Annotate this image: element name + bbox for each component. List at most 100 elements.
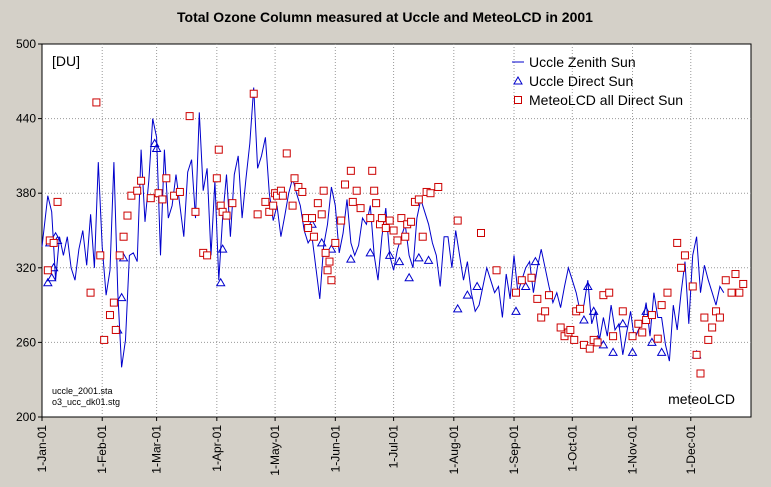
data-point-uccle-direct-sun [345, 254, 356, 263]
x-tick-label: 1-May-01 [268, 425, 282, 476]
data-point-uccle-direct-sun [151, 143, 162, 152]
data-point-meteolcd-direct-sun [331, 238, 340, 247]
data-point-meteolcd-direct-sun [337, 216, 346, 225]
data-point-uccle-direct-sun [42, 277, 53, 287]
data-point-meteolcd-direct-sun [146, 194, 155, 203]
data-point-meteolcd-direct-sun [642, 316, 651, 325]
data-point-meteolcd-direct-sun [115, 251, 124, 260]
data-point-meteolcd-direct-sun [278, 191, 287, 200]
series-meteolcd-direct-sun [43, 89, 748, 378]
data-point-meteolcd-direct-sun [288, 201, 297, 210]
data-point-meteolcd-direct-sun [492, 266, 501, 275]
data-point-meteolcd-direct-sun [570, 335, 579, 344]
data-point-meteolcd-direct-sun [657, 301, 666, 310]
data-point-meteolcd-direct-sun [92, 98, 101, 107]
data-point-meteolcd-direct-sun [212, 174, 221, 183]
data-point-meteolcd-direct-sun [527, 273, 536, 282]
data-point-meteolcd-direct-sun [704, 335, 713, 344]
data-point-meteolcd-direct-sun [605, 288, 614, 297]
data-point-meteolcd-direct-sun [185, 112, 194, 121]
data-point-meteolcd-direct-sun [137, 176, 146, 185]
data-point-meteolcd-direct-sun [576, 304, 585, 313]
data-point-meteolcd-direct-sun [282, 149, 291, 158]
legend-triangle-swatch [513, 75, 523, 85]
data-point-meteolcd-direct-sun [696, 369, 705, 378]
data-point-uccle-direct-sun [46, 272, 57, 282]
data-point-meteolcd-direct-sun [325, 257, 334, 266]
data-point-meteolcd-direct-sun [556, 323, 565, 332]
x-tick-label: 1-Oct-01 [565, 425, 579, 472]
data-point-meteolcd-direct-sun [544, 291, 553, 300]
data-point-meteolcd-direct-sun [385, 216, 394, 225]
data-point-meteolcd-direct-sun [162, 174, 171, 183]
y-axis: 200 260 320 380 440 500 [16, 37, 42, 424]
data-point-uccle-direct-sun [149, 138, 160, 147]
data-point-meteolcd-direct-sun [356, 204, 365, 213]
data-point-meteolcd-direct-sun [721, 276, 730, 285]
data-point-meteolcd-direct-sun [368, 166, 377, 175]
data-point-uccle-direct-sun [215, 277, 226, 287]
data-point-meteolcd-direct-sun [175, 187, 184, 196]
data-point-uccle-direct-sun [365, 247, 376, 257]
data-point-meteolcd-direct-sun [434, 182, 443, 191]
data-point-meteolcd-direct-sun [323, 266, 332, 275]
y-tick-label: 200 [16, 410, 36, 424]
data-point-meteolcd-direct-sun [673, 238, 682, 247]
data-point-uccle-direct-sun [423, 255, 434, 264]
data-point-meteolcd-direct-sun [453, 216, 462, 225]
data-point-meteolcd-direct-sun [735, 288, 744, 297]
legend: Uccle Zenith Sun Uccle Direct Sun MeteoLCD… [512, 54, 683, 108]
chart-title: Total Ozone Column measured at Uccle and… [177, 9, 593, 25]
legend-label-2: MeteoLCD all Direct Sun [529, 92, 683, 108]
data-point-meteolcd-direct-sun [372, 199, 381, 208]
data-point-uccle-direct-sun [520, 281, 531, 290]
x-tick-label: 1-Apr-01 [210, 425, 224, 472]
data-point-meteolcd-direct-sun [317, 210, 326, 219]
data-point-uccle-direct-sun [588, 306, 599, 315]
data-point-meteolcd-direct-sun [680, 251, 689, 260]
data-point-uccle-direct-sun [608, 347, 618, 356]
data-point-meteolcd-direct-sun [708, 323, 717, 332]
data-point-meteolcd-direct-sun [158, 195, 167, 204]
data-point-uccle-direct-sun [617, 318, 628, 328]
data-point-uccle-direct-sun [656, 347, 667, 356]
data-point-meteolcd-direct-sun [426, 189, 435, 198]
unit-label: [DU] [52, 53, 80, 69]
data-point-meteolcd-direct-sun [308, 214, 317, 223]
data-point-meteolcd-direct-sun [377, 214, 386, 223]
data-point-meteolcd-direct-sun [517, 276, 526, 285]
data-point-meteolcd-direct-sun [618, 307, 627, 316]
data-point-meteolcd-direct-sun [677, 263, 686, 272]
data-point-meteolcd-direct-sun [401, 232, 410, 241]
data-point-meteolcd-direct-sun [692, 350, 701, 359]
x-tick-label: 1-Aug-01 [447, 425, 461, 475]
data-point-meteolcd-direct-sun [585, 344, 594, 353]
x-tick-label: 1-Jun-01 [328, 425, 342, 473]
data-point-uccle-direct-sun [452, 303, 463, 313]
data-point-meteolcd-direct-sun [397, 214, 406, 223]
data-point-meteolcd-direct-sun [43, 266, 52, 275]
data-point-meteolcd-direct-sun [319, 186, 328, 195]
data-point-meteolcd-direct-sun [203, 251, 212, 260]
legend-square-swatch [514, 96, 522, 104]
data-point-uccle-direct-sun [511, 306, 521, 315]
data-point-meteolcd-direct-sun [727, 288, 736, 297]
data-point-uccle-direct-sun [316, 237, 327, 247]
y-tick-label: 320 [16, 261, 36, 275]
grid-lines [42, 44, 751, 417]
data-point-meteolcd-direct-sun [609, 332, 618, 341]
y-tick-label: 440 [16, 112, 36, 126]
data-point-meteolcd-direct-sun [634, 319, 643, 328]
data-point-uccle-direct-sun [582, 281, 593, 290]
data-point-meteolcd-direct-sun [313, 199, 322, 208]
data-point-meteolcd-direct-sun [290, 174, 299, 183]
y-tick-label: 260 [16, 335, 36, 349]
data-point-meteolcd-direct-sun [222, 211, 231, 220]
data-point-meteolcd-direct-sun [688, 282, 697, 291]
data-point-meteolcd-direct-sun [739, 279, 748, 288]
data-point-meteolcd-direct-sun [593, 338, 602, 347]
annotation-file-2: o3_ucc_dk01.stg [52, 397, 120, 407]
data-point-meteolcd-direct-sun [249, 89, 258, 98]
data-point-meteolcd-direct-sun [228, 199, 237, 208]
